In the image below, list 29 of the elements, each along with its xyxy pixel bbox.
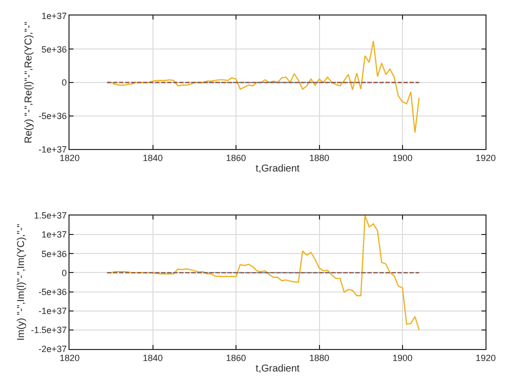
x-tick-label: 1920 bbox=[476, 153, 496, 164]
x-tick-label: 1860 bbox=[226, 352, 246, 363]
x-tick-label: 1920 bbox=[476, 352, 496, 363]
y-tick-label: 5e+36 bbox=[42, 248, 67, 259]
x-tick-label: 1860 bbox=[226, 153, 246, 164]
x-tick-label: 1900 bbox=[392, 153, 412, 164]
x-tick-label: 1820 bbox=[60, 352, 80, 363]
y-tick-label: 0 bbox=[62, 78, 67, 88]
y-tick-label: 1.5e+37 bbox=[34, 210, 67, 221]
y-tick-label: 1e+37 bbox=[42, 230, 67, 240]
y-tick-label: -5e+36 bbox=[38, 111, 67, 121]
x-tick-label: 1840 bbox=[142, 352, 163, 363]
x-axis-title: t,Gradient bbox=[256, 164, 300, 175]
y-tick-label: 0 bbox=[62, 268, 67, 278]
y-axis-title: Re(y) "-",Re(l)"-",Re(YC),"-" bbox=[24, 21, 34, 144]
x-tick-label: 1820 bbox=[60, 153, 80, 164]
x-tick-label: 1900 bbox=[392, 352, 412, 363]
y-tick-label: -1e+37 bbox=[38, 306, 67, 316]
x-tick-label: 1880 bbox=[309, 153, 330, 164]
y-tick-label: 1e+37 bbox=[42, 10, 67, 21]
x-tick-label: 1880 bbox=[309, 352, 330, 363]
y-tick-label: -5e+36 bbox=[38, 286, 67, 297]
y-axis-title: Im(y) "-",Im(l)"-",Im(YC),"-" bbox=[16, 223, 27, 341]
y-tick-label: -1.5e+37 bbox=[31, 325, 67, 336]
x-tick-label: 1840 bbox=[142, 153, 163, 164]
y-tick-label: -1e+37 bbox=[38, 144, 67, 154]
y-tick-label: 5e+36 bbox=[42, 44, 67, 54]
x-axis-title: t,Gradient bbox=[256, 363, 300, 374]
y-tick-label: -2e+37 bbox=[38, 344, 67, 354]
